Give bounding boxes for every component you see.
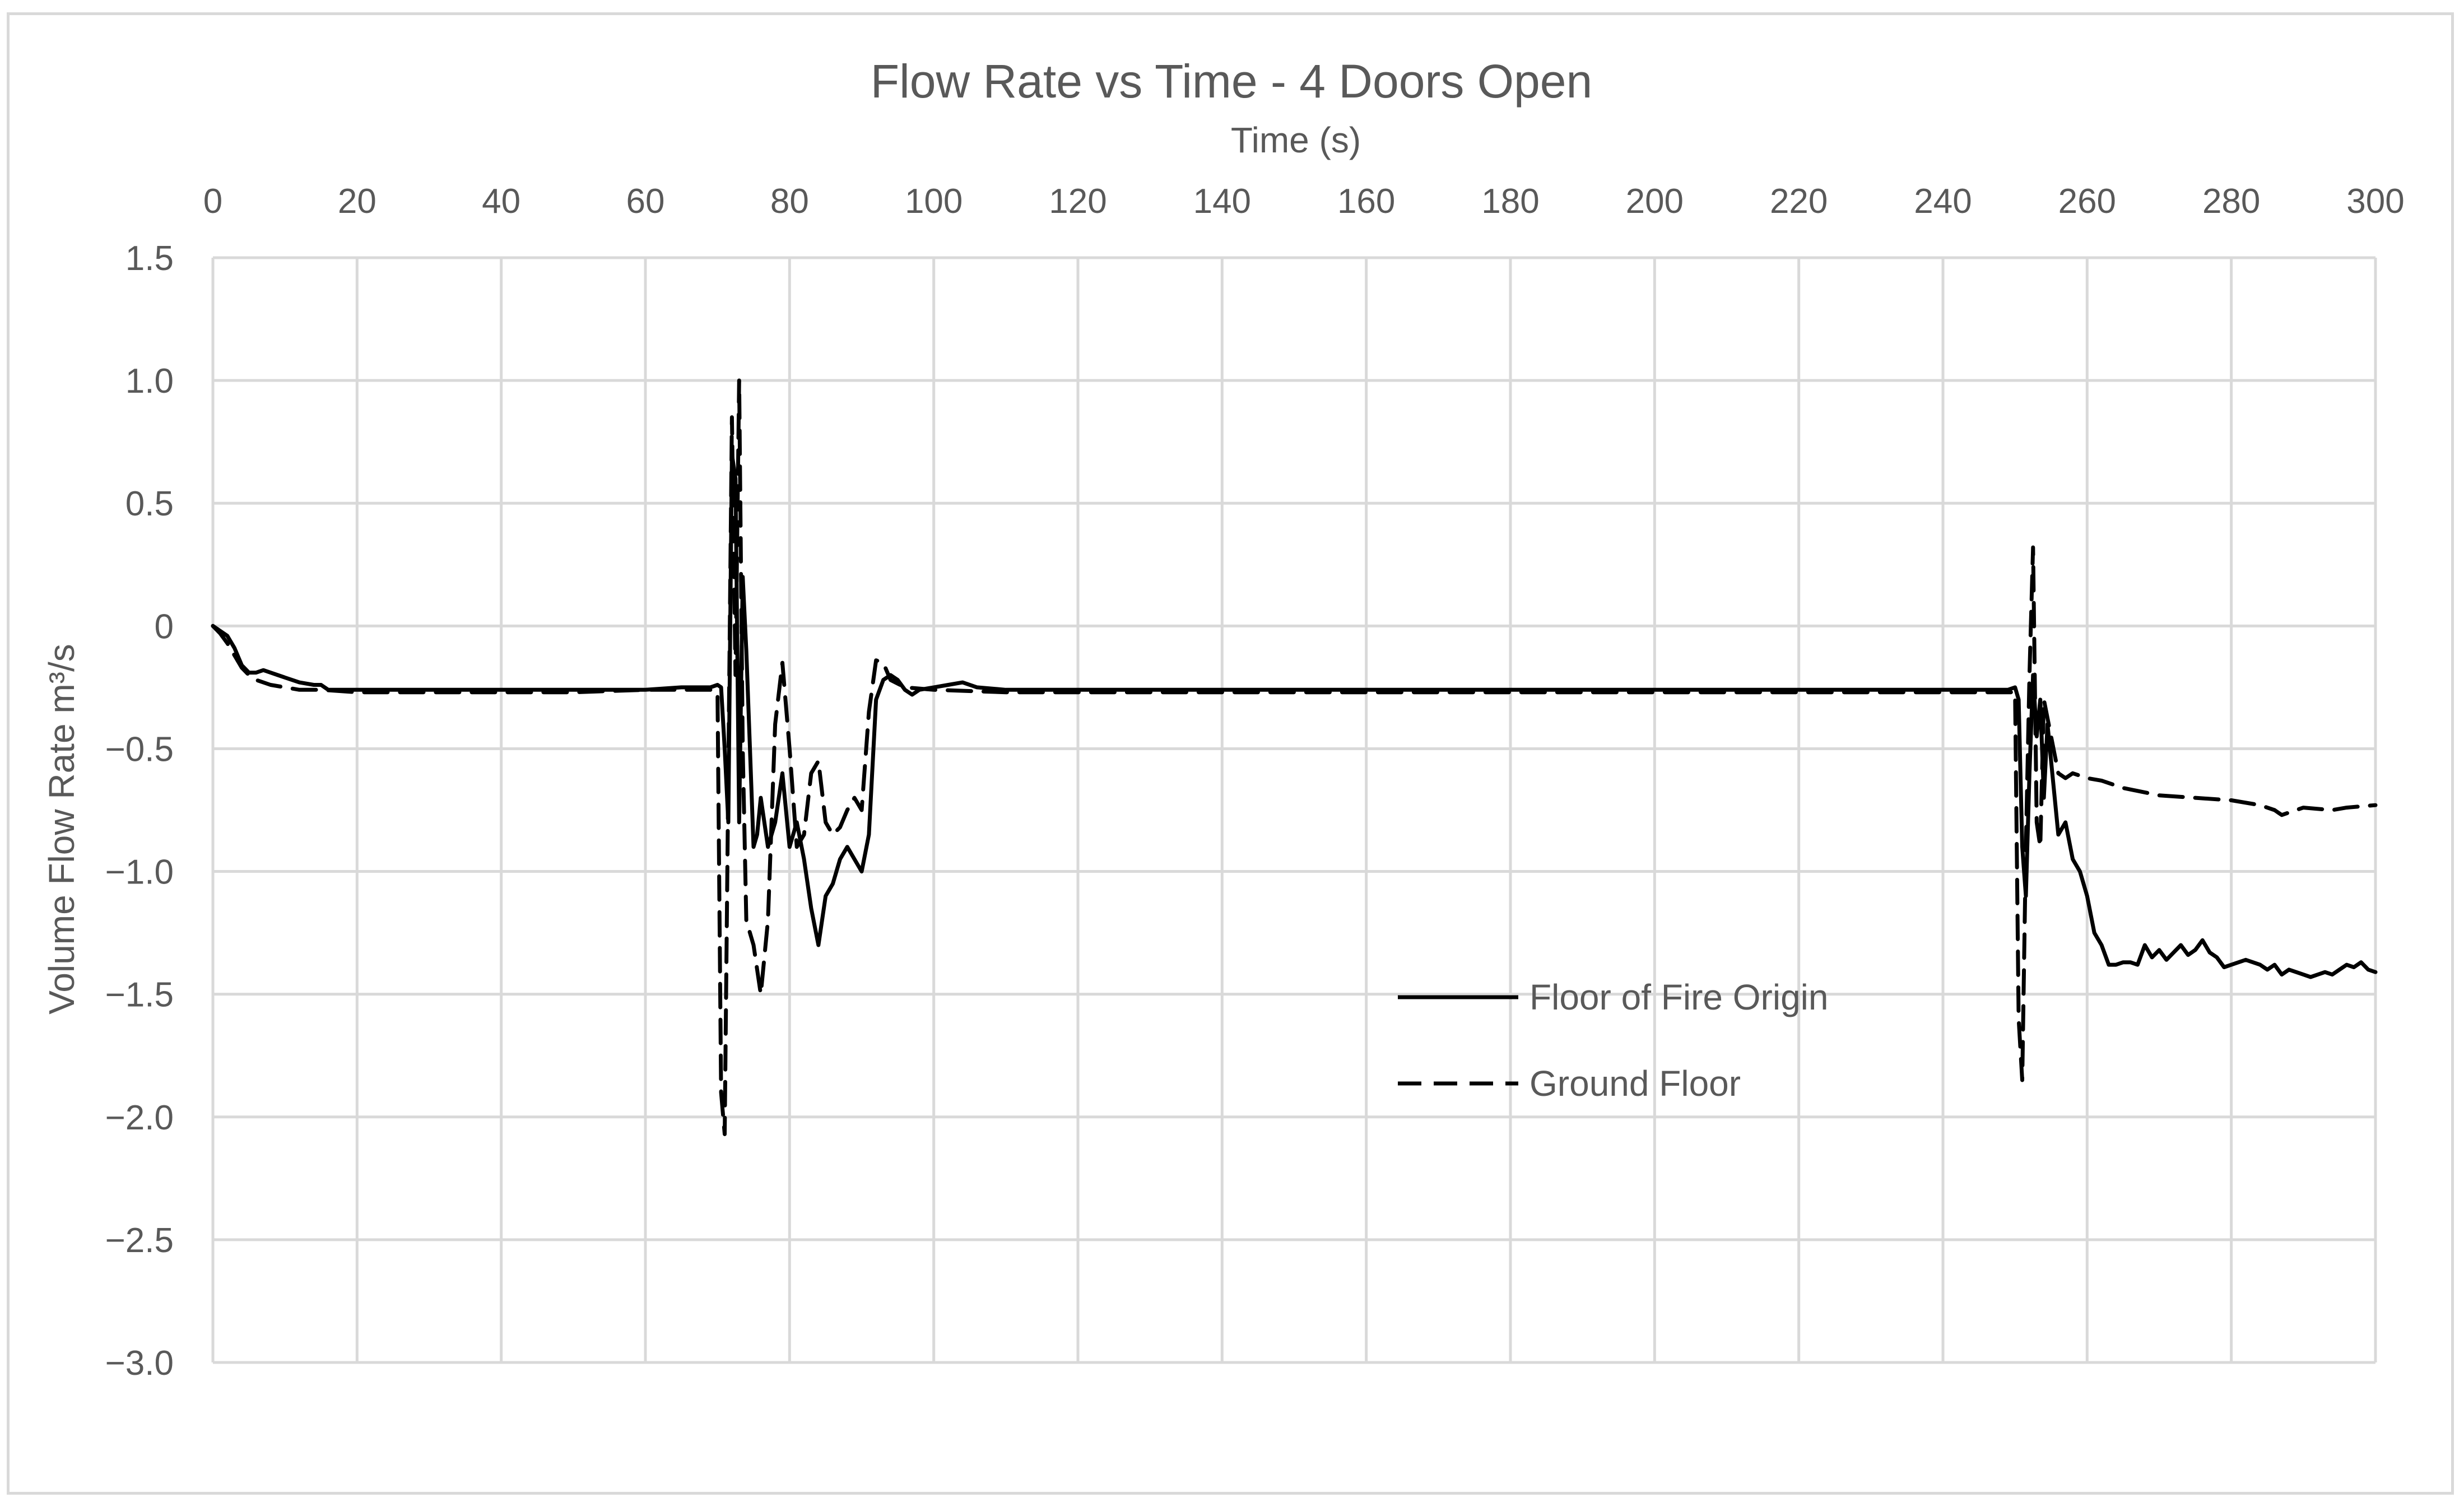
legend: Floor of Fire Origin Ground Floor bbox=[1398, 977, 1828, 1104]
x-tick-label: 220 bbox=[1770, 182, 1828, 221]
x-tick-label: 140 bbox=[1193, 182, 1251, 221]
x-tick-label: 280 bbox=[2202, 182, 2260, 221]
x-tick-label: 240 bbox=[1914, 182, 1972, 221]
y-tick-label: 0 bbox=[155, 607, 174, 646]
series-line-ground-floor bbox=[211, 378, 2378, 1136]
x-tick-label: 20 bbox=[338, 182, 376, 221]
chart-title: Flow Rate vs Time - 4 Doors Open bbox=[871, 55, 1592, 108]
y-tick-label: 1.0 bbox=[125, 362, 174, 401]
x-tick-label: 60 bbox=[626, 182, 665, 221]
series-lines bbox=[211, 378, 2378, 1136]
x-axis-title: Time (s) bbox=[1231, 120, 1361, 160]
y-tick-label: 1.5 bbox=[125, 239, 174, 278]
x-tick-label: 0 bbox=[203, 182, 222, 221]
x-tick-label: 120 bbox=[1049, 182, 1107, 221]
y-tick-label: −3.0 bbox=[105, 1344, 174, 1383]
y-tick-label: 0.5 bbox=[125, 485, 174, 523]
y-tick-label: −2.5 bbox=[105, 1221, 174, 1260]
y-tick-label: −2.0 bbox=[105, 1099, 174, 1137]
y-tick-label: −1.5 bbox=[105, 976, 174, 1015]
x-tick-label: 180 bbox=[1481, 182, 1539, 221]
legend-label-ground-floor: Ground Floor bbox=[1529, 1063, 1741, 1104]
y-axis-title: Volume Flow Rate m³/s bbox=[41, 644, 82, 1015]
x-tick-label: 160 bbox=[1337, 182, 1395, 221]
x-tick-label: 260 bbox=[2058, 182, 2116, 221]
series-line-floor-of-fire-origin bbox=[211, 452, 2378, 979]
y-tick-label: −1.0 bbox=[105, 853, 174, 892]
x-tick-label: 40 bbox=[482, 182, 520, 221]
x-tick-label: 100 bbox=[905, 182, 963, 221]
x-tick-label: 200 bbox=[1626, 182, 1684, 221]
legend-label-floor-of-fire-origin: Floor of Fire Origin bbox=[1529, 977, 1828, 1017]
x-tick-label: 300 bbox=[2346, 182, 2404, 221]
y-tick-labels: 1.5 1.0 0.5 0 −0.5 −1.0 −1.5 −2.0 −2.5 −3.0 bbox=[105, 239, 174, 1383]
gridlines bbox=[211, 256, 2377, 1364]
x-tick-label: 80 bbox=[770, 182, 809, 221]
x-tick-labels: 0 20 40 60 80 100 120 140 160 180 200 220 240 260 280 3… bbox=[203, 182, 2405, 221]
y-tick-label: −0.5 bbox=[105, 730, 174, 769]
